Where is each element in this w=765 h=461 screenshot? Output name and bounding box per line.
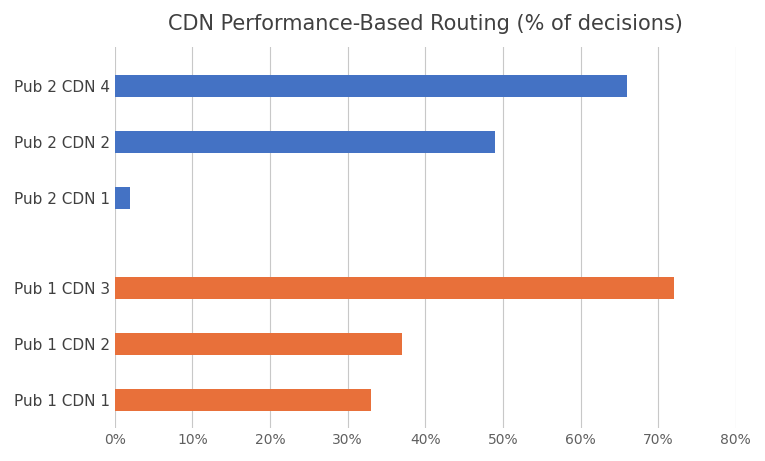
- Bar: [115, 333, 402, 355]
- Bar: [115, 277, 674, 299]
- Title: CDN Performance-Based Routing (% of decisions): CDN Performance-Based Routing (% of deci…: [168, 14, 682, 34]
- Bar: [115, 75, 627, 97]
- Bar: [115, 187, 130, 209]
- Bar: [115, 131, 495, 153]
- Bar: [115, 389, 371, 411]
